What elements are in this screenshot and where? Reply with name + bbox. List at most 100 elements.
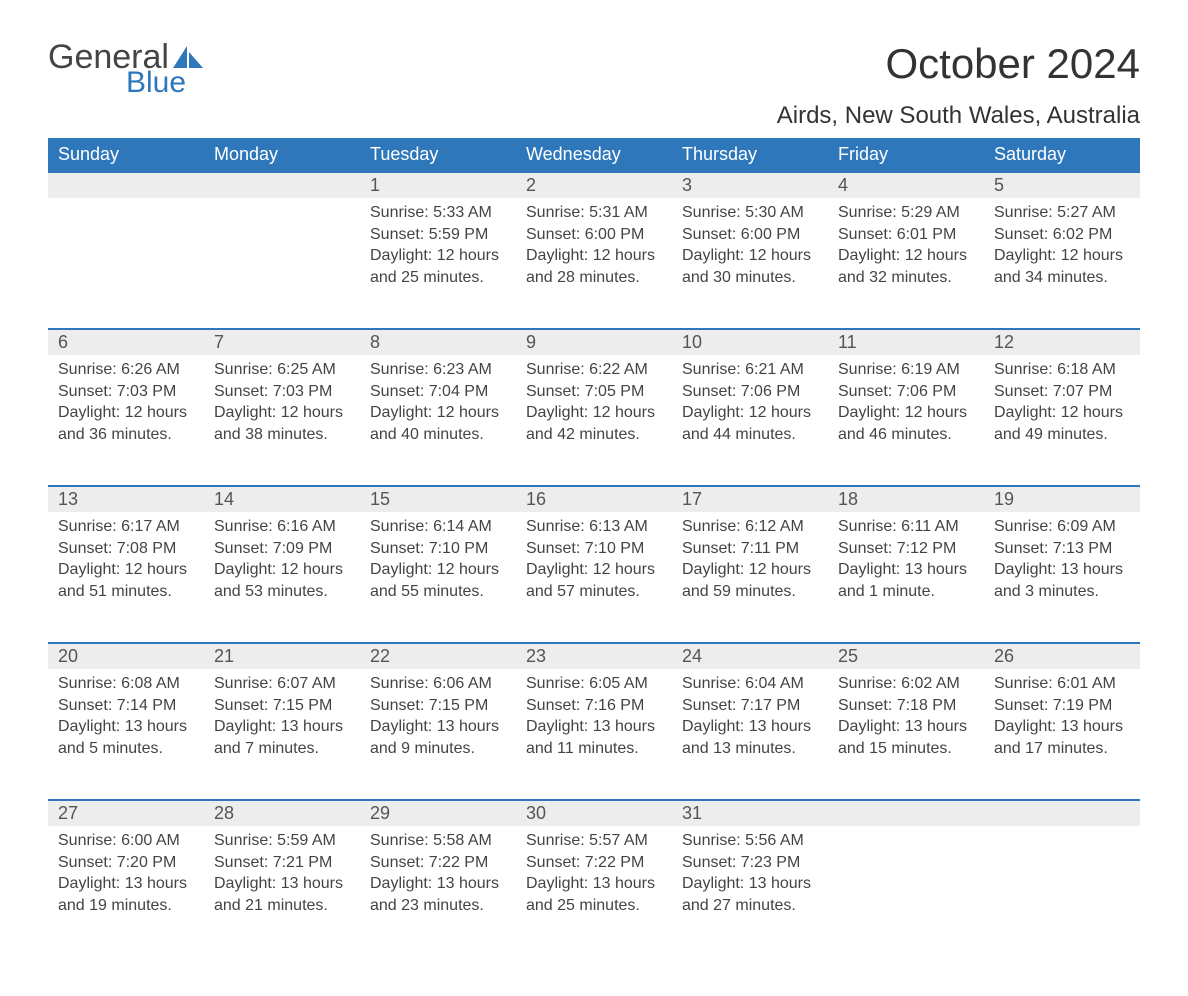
day-number: 27 xyxy=(48,799,204,826)
day-line-sr: Sunrise: 6:26 AM xyxy=(58,359,194,381)
day-line-d1: Daylight: 12 hours xyxy=(526,559,662,581)
day-number xyxy=(984,799,1140,826)
day-line-sr: Sunrise: 6:07 AM xyxy=(214,673,350,695)
day-line-sr: Sunrise: 5:30 AM xyxy=(682,202,818,224)
day-line-d2: and 49 minutes. xyxy=(994,424,1130,446)
day-cell: Sunrise: 6:04 AMSunset: 7:17 PMDaylight:… xyxy=(672,669,828,799)
day-number: 6 xyxy=(48,328,204,355)
day-details: Sunrise: 6:06 AMSunset: 7:15 PMDaylight:… xyxy=(360,669,516,769)
weekday-header: Monday xyxy=(204,138,360,171)
day-line-d2: and 53 minutes. xyxy=(214,581,350,603)
day-number xyxy=(48,171,204,198)
day-line-sr: Sunrise: 5:58 AM xyxy=(370,830,506,852)
day-number: 31 xyxy=(672,799,828,826)
day-number xyxy=(204,171,360,198)
day-line-d1: Daylight: 13 hours xyxy=(838,559,974,581)
day-details: Sunrise: 6:07 AMSunset: 7:15 PMDaylight:… xyxy=(204,669,360,769)
day-line-d1: Daylight: 12 hours xyxy=(214,559,350,581)
day-number: 18 xyxy=(828,485,984,512)
day-line-d1: Daylight: 13 hours xyxy=(526,873,662,895)
daybody-row: Sunrise: 6:17 AMSunset: 7:08 PMDaylight:… xyxy=(48,512,1140,642)
daynum-cell: 11 xyxy=(828,328,984,355)
day-line-d2: and 17 minutes. xyxy=(994,738,1130,760)
day-line-ss: Sunset: 7:22 PM xyxy=(526,852,662,874)
day-number: 10 xyxy=(672,328,828,355)
day-number: 13 xyxy=(48,485,204,512)
day-details: Sunrise: 6:18 AMSunset: 7:07 PMDaylight:… xyxy=(984,355,1140,455)
day-line-d2: and 13 minutes. xyxy=(682,738,818,760)
day-cell: Sunrise: 6:01 AMSunset: 7:19 PMDaylight:… xyxy=(984,669,1140,799)
day-line-d2: and 44 minutes. xyxy=(682,424,818,446)
day-line-d2: and 15 minutes. xyxy=(838,738,974,760)
day-line-d2: and 32 minutes. xyxy=(838,267,974,289)
weekday-header: Saturday xyxy=(984,138,1140,171)
day-line-d1: Daylight: 12 hours xyxy=(994,245,1130,267)
day-number: 1 xyxy=(360,171,516,198)
day-line-sr: Sunrise: 5:27 AM xyxy=(994,202,1130,224)
day-number: 29 xyxy=(360,799,516,826)
day-line-d2: and 21 minutes. xyxy=(214,895,350,917)
day-line-ss: Sunset: 7:12 PM xyxy=(838,538,974,560)
day-number: 17 xyxy=(672,485,828,512)
day-line-d2: and 5 minutes. xyxy=(58,738,194,760)
day-cell: Sunrise: 5:31 AMSunset: 6:00 PMDaylight:… xyxy=(516,198,672,328)
day-line-d2: and 28 minutes. xyxy=(526,267,662,289)
day-cell: Sunrise: 6:22 AMSunset: 7:05 PMDaylight:… xyxy=(516,355,672,485)
day-line-d2: and 46 minutes. xyxy=(838,424,974,446)
day-line-ss: Sunset: 7:08 PM xyxy=(58,538,194,560)
day-number: 21 xyxy=(204,642,360,669)
day-cell: Sunrise: 6:08 AMSunset: 7:14 PMDaylight:… xyxy=(48,669,204,799)
day-cell: Sunrise: 6:06 AMSunset: 7:15 PMDaylight:… xyxy=(360,669,516,799)
daynum-row: 2728293031 xyxy=(48,799,1140,826)
day-details: Sunrise: 6:11 AMSunset: 7:12 PMDaylight:… xyxy=(828,512,984,612)
weekday-header: Thursday xyxy=(672,138,828,171)
daynum-cell: 31 xyxy=(672,799,828,826)
location-subtitle: Airds, New South Wales, Australia xyxy=(777,102,1140,130)
daynum-cell xyxy=(984,799,1140,826)
day-details: Sunrise: 5:57 AMSunset: 7:22 PMDaylight:… xyxy=(516,826,672,926)
day-line-sr: Sunrise: 5:33 AM xyxy=(370,202,506,224)
day-number: 22 xyxy=(360,642,516,669)
day-line-d2: and 40 minutes. xyxy=(370,424,506,446)
day-line-d2: and 38 minutes. xyxy=(214,424,350,446)
day-details: Sunrise: 6:14 AMSunset: 7:10 PMDaylight:… xyxy=(360,512,516,612)
day-number: 28 xyxy=(204,799,360,826)
daynum-cell: 2 xyxy=(516,171,672,198)
day-line-sr: Sunrise: 5:31 AM xyxy=(526,202,662,224)
daynum-cell: 28 xyxy=(204,799,360,826)
day-line-ss: Sunset: 6:00 PM xyxy=(682,224,818,246)
day-details: Sunrise: 6:21 AMSunset: 7:06 PMDaylight:… xyxy=(672,355,828,455)
day-details: Sunrise: 5:59 AMSunset: 7:21 PMDaylight:… xyxy=(204,826,360,926)
day-cell: Sunrise: 6:13 AMSunset: 7:10 PMDaylight:… xyxy=(516,512,672,642)
daynum-cell: 6 xyxy=(48,328,204,355)
day-line-ss: Sunset: 7:04 PM xyxy=(370,381,506,403)
day-line-d1: Daylight: 12 hours xyxy=(682,559,818,581)
day-line-d2: and 25 minutes. xyxy=(370,267,506,289)
day-line-ss: Sunset: 6:01 PM xyxy=(838,224,974,246)
day-cell: Sunrise: 6:02 AMSunset: 7:18 PMDaylight:… xyxy=(828,669,984,799)
day-cell xyxy=(984,826,1140,956)
day-line-d1: Daylight: 12 hours xyxy=(214,402,350,424)
day-details: Sunrise: 6:12 AMSunset: 7:11 PMDaylight:… xyxy=(672,512,828,612)
day-details: Sunrise: 6:25 AMSunset: 7:03 PMDaylight:… xyxy=(204,355,360,455)
day-line-sr: Sunrise: 6:18 AM xyxy=(994,359,1130,381)
day-line-d2: and 51 minutes. xyxy=(58,581,194,603)
day-details: Sunrise: 5:30 AMSunset: 6:00 PMDaylight:… xyxy=(672,198,828,298)
day-number: 9 xyxy=(516,328,672,355)
day-number: 7 xyxy=(204,328,360,355)
daynum-cell: 5 xyxy=(984,171,1140,198)
calendar-table: Sunday Monday Tuesday Wednesday Thursday… xyxy=(48,138,1140,956)
daynum-cell: 18 xyxy=(828,485,984,512)
daynum-cell: 19 xyxy=(984,485,1140,512)
day-details: Sunrise: 6:13 AMSunset: 7:10 PMDaylight:… xyxy=(516,512,672,612)
daynum-row: 12345 xyxy=(48,171,1140,198)
weekday-header: Sunday xyxy=(48,138,204,171)
day-line-d1: Daylight: 13 hours xyxy=(526,716,662,738)
logo-word-blue: Blue xyxy=(126,68,203,98)
day-number: 24 xyxy=(672,642,828,669)
day-line-ss: Sunset: 7:06 PM xyxy=(838,381,974,403)
day-details: Sunrise: 5:29 AMSunset: 6:01 PMDaylight:… xyxy=(828,198,984,298)
daynum-cell: 29 xyxy=(360,799,516,826)
day-line-ss: Sunset: 7:05 PM xyxy=(526,381,662,403)
day-line-d2: and 42 minutes. xyxy=(526,424,662,446)
